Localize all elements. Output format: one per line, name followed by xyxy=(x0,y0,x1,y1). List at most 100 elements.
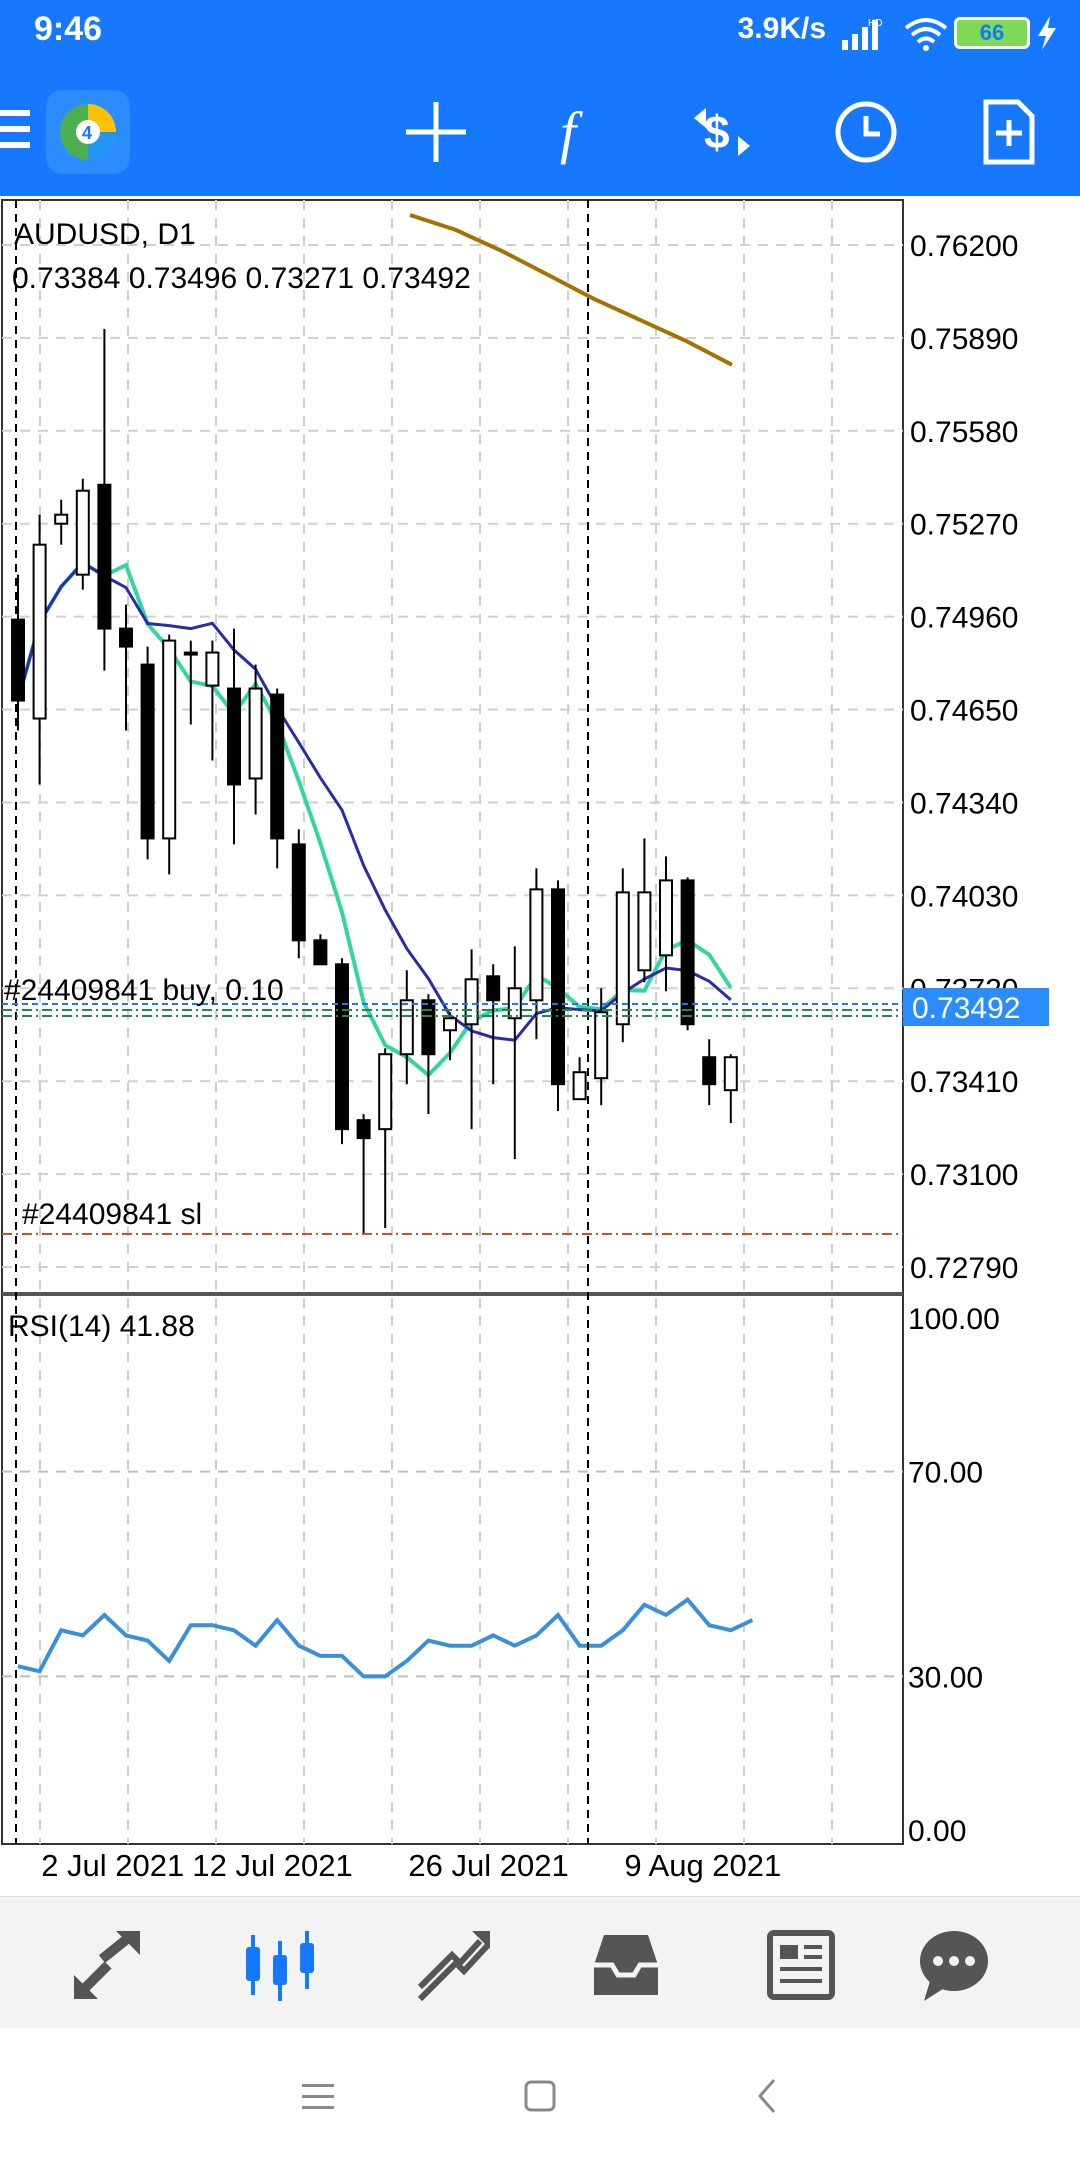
add-template-icon[interactable] xyxy=(972,96,1044,168)
back-icon[interactable] xyxy=(748,2076,788,2116)
candle-body xyxy=(183,651,198,656)
price-tag-bg xyxy=(903,988,1049,1026)
date-tick-label: 2 Jul 2021 xyxy=(41,1848,184,1883)
symbol-label: AUDUSD, D1 xyxy=(14,218,196,251)
price-tick-label: 0.75580 xyxy=(910,416,1018,449)
candle-body xyxy=(356,1119,371,1140)
candle-body xyxy=(205,651,220,687)
price-tick-label: 0.72790 xyxy=(910,1252,1018,1285)
network-speed: 3.9K/s xyxy=(737,12,826,45)
ma-fast-line xyxy=(16,560,733,1078)
news-icon[interactable] xyxy=(760,1925,840,2005)
rsi-tick-label: 100.00 xyxy=(908,1303,1000,1336)
crosshair-icon[interactable] xyxy=(400,96,472,168)
candle-body xyxy=(75,489,90,576)
candle-body xyxy=(680,879,695,1026)
candle-body xyxy=(291,843,306,942)
chart-candles-icon[interactable] xyxy=(240,1925,320,2005)
candle-body xyxy=(615,891,630,1026)
candle-body xyxy=(399,999,414,1056)
price-tick-label: 0.73410 xyxy=(910,1066,1018,1099)
candle-body xyxy=(443,1017,457,1032)
candles xyxy=(11,328,738,1235)
price-tick-label: 0.75270 xyxy=(910,509,1018,542)
candle-body xyxy=(162,639,177,840)
ma-slow-line xyxy=(16,560,732,1042)
rsi-tick-label: 0.00 xyxy=(908,1815,966,1848)
candle-body xyxy=(421,999,436,1056)
ohlc-label: 0.73384 0.73496 0.73271 0.73492 xyxy=(12,262,471,295)
price-tick-label: 0.73100 xyxy=(910,1159,1018,1192)
candle-body xyxy=(723,1056,738,1092)
candle-body xyxy=(572,1071,587,1101)
candle-body xyxy=(270,693,285,840)
recent-apps-icon[interactable] xyxy=(298,2076,338,2116)
candle-body xyxy=(227,687,241,786)
candle-body xyxy=(119,627,133,648)
price-tick-label: 0.74650 xyxy=(910,695,1018,728)
quotes-arrows-icon[interactable] xyxy=(68,1925,148,2005)
history-inbox-icon[interactable] xyxy=(586,1925,666,2005)
rsi-axis: 100.00 70.00 30.00 0.00 xyxy=(908,1303,1000,1848)
svg-text:f: f xyxy=(560,100,583,165)
date-tick-label: 12 Jul 2021 xyxy=(192,1848,352,1883)
candle-body xyxy=(140,663,155,840)
rsi-line xyxy=(17,1596,754,1679)
candle-body xyxy=(464,978,479,1026)
timeframe-clock-icon[interactable] xyxy=(830,96,902,168)
price-tick-label: 0.74030 xyxy=(910,880,1018,913)
candle-body xyxy=(54,513,69,525)
rsi-frame xyxy=(1,1293,904,1845)
rsi-tick-label: 30.00 xyxy=(908,1661,983,1694)
battery-icon: 66 xyxy=(954,17,1030,49)
candle-body xyxy=(594,1011,609,1080)
main-chart-frame xyxy=(1,199,904,1295)
wifi-icon xyxy=(904,18,948,51)
app-logo-icon[interactable]: 4 xyxy=(46,90,130,174)
date-axis: 2 Jul 2021 12 Jul 2021 26 Jul 2021 9 Aug 20… xyxy=(41,1848,781,1883)
candle-body xyxy=(551,888,565,1086)
rsi-tick-label: 70.00 xyxy=(908,1457,983,1490)
top-toolbar: 4 f $ xyxy=(0,66,1080,196)
candle-body xyxy=(702,1056,717,1086)
chat-icon[interactable] xyxy=(914,1925,994,2005)
candle-body xyxy=(637,891,652,972)
price-tick-label: 0.74340 xyxy=(910,787,1018,820)
candle-body xyxy=(32,543,47,720)
signal-icon: HD xyxy=(842,18,882,50)
trade-dollar-icon[interactable]: $ xyxy=(686,96,758,168)
date-tick-label: 9 Aug 2021 xyxy=(624,1848,781,1883)
rsi-series xyxy=(17,1596,754,1679)
current-price-tag: 0.73492 xyxy=(912,992,1020,1025)
candle-body xyxy=(11,618,25,702)
candle-body xyxy=(529,888,544,1002)
price-chart[interactable]: AUDUSD, D1 0.73384 0.73496 0.73271 0.734… xyxy=(0,196,1080,1896)
candle-body xyxy=(335,963,349,1131)
system-navigation-bar xyxy=(0,2028,1080,2160)
price-tick-label: 0.74960 xyxy=(910,602,1018,635)
menu-icon[interactable] xyxy=(0,106,34,152)
ma-long-line xyxy=(409,213,733,367)
chart-area[interactable]: AUDUSD, D1 0.73384 0.73496 0.73271 0.734… xyxy=(0,196,1080,1896)
svg-text:4: 4 xyxy=(82,123,92,143)
svg-text:$: $ xyxy=(704,106,730,158)
moving-averages xyxy=(16,213,733,1078)
trade-icon[interactable] xyxy=(414,1925,494,2005)
candle-body xyxy=(486,975,501,1002)
price-tick-label: 0.75890 xyxy=(910,323,1018,356)
price-tick-label: 0.76200 xyxy=(910,230,1018,263)
charging-icon xyxy=(1038,16,1056,50)
rsi-label: RSI(14) 41.88 xyxy=(8,1310,195,1343)
indicators-f-icon[interactable]: f xyxy=(540,96,612,168)
status-time: 9:46 xyxy=(34,10,103,48)
svg-text:HD: HD xyxy=(868,18,882,29)
price-axis: 0.76200 0.75890 0.75580 0.75270 0.74960 0.746… xyxy=(910,230,1018,1285)
candle-body xyxy=(313,939,328,966)
sl-label: #24409841 sl xyxy=(22,1198,202,1231)
home-icon[interactable] xyxy=(520,2076,560,2116)
order-label: #24409841 buy, 0.10 xyxy=(4,974,284,1007)
candle-body xyxy=(659,879,673,957)
candle-body xyxy=(97,483,112,630)
status-bar: 9:46 3.9K/s HD 66 xyxy=(0,0,1080,66)
candle-body xyxy=(248,687,263,780)
